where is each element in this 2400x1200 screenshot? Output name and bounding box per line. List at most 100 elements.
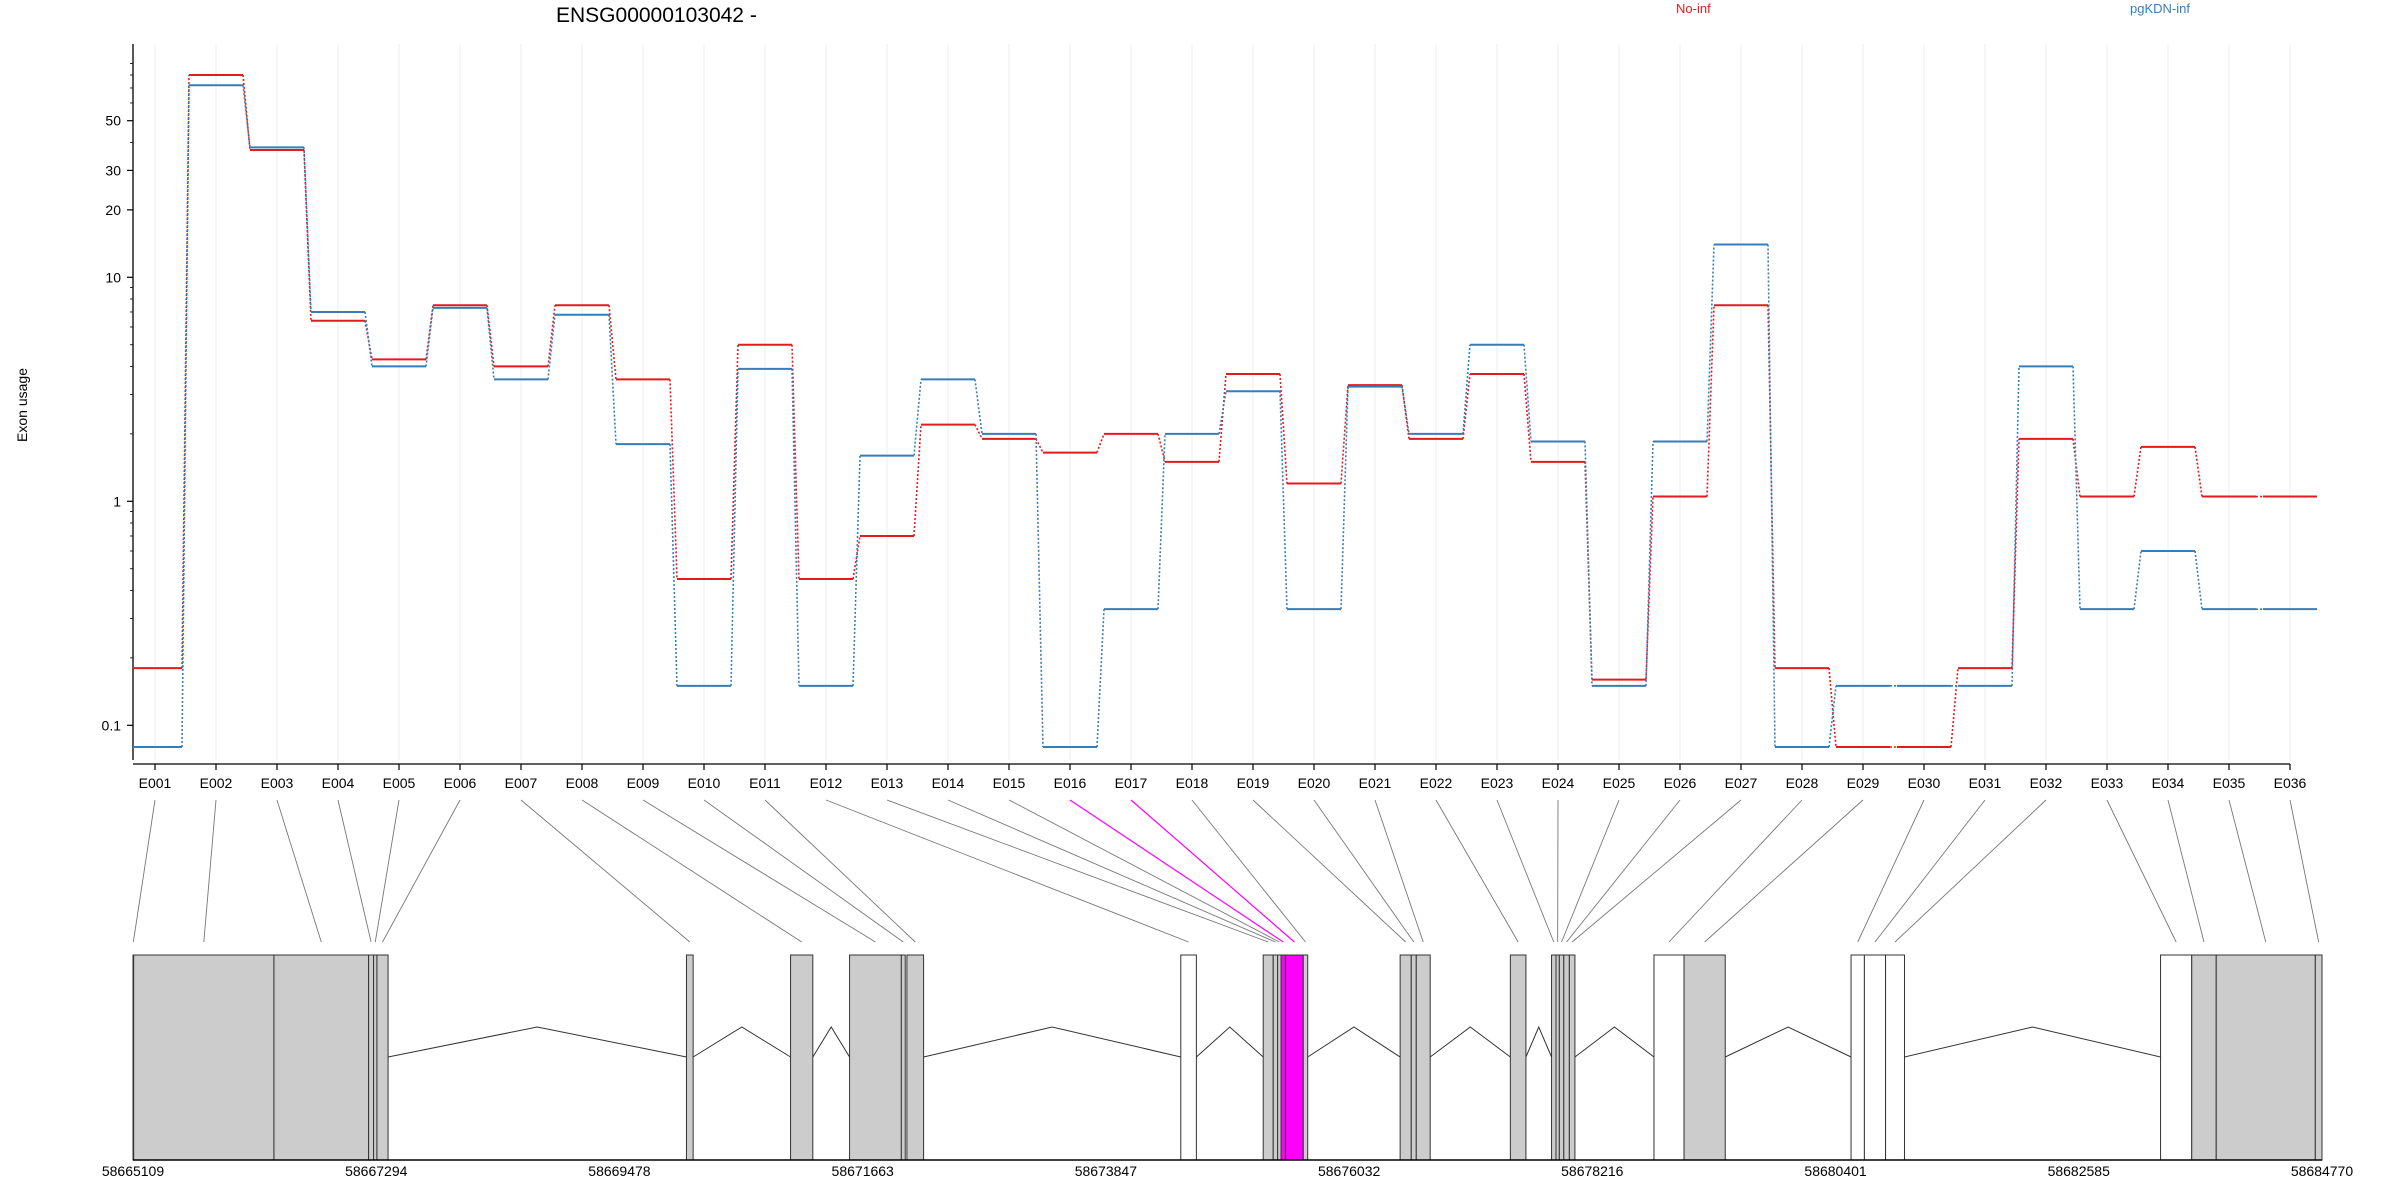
exon-box xyxy=(133,954,275,1161)
x-tick-label: E010 xyxy=(688,775,721,791)
series-transition xyxy=(1706,244,1715,442)
intron-line xyxy=(1429,1026,1511,1058)
coordinate-label: 58669478 xyxy=(588,1163,651,1179)
series-transition xyxy=(730,368,739,686)
exon-box xyxy=(1563,954,1570,1161)
series-transition xyxy=(913,379,922,456)
exon-box xyxy=(1272,954,1279,1161)
x-tick-label: E006 xyxy=(444,775,477,791)
series-transition xyxy=(974,379,983,434)
x-tick-label: E032 xyxy=(2030,775,2063,791)
intron-line xyxy=(692,1026,791,1058)
legend-entry-pgkdn-inf: pgKDN-inf xyxy=(2130,1,2190,16)
series-transition xyxy=(547,305,556,367)
exon-connector xyxy=(1561,799,1620,943)
exon-connector xyxy=(337,799,372,943)
series-transition xyxy=(2072,366,2081,610)
exon-box xyxy=(1509,954,1527,1161)
coordinate-label: 58680401 xyxy=(1804,1163,1867,1179)
x-tick-label: E013 xyxy=(871,775,904,791)
intron-line xyxy=(1525,1025,1553,1058)
series-transition xyxy=(425,307,434,367)
x-tick-label: E021 xyxy=(1359,775,1392,791)
exon-connector xyxy=(764,799,916,943)
intron-line xyxy=(1196,1026,1264,1058)
exon-box xyxy=(2191,954,2217,1161)
genomic-coordinate-axis: 58665109 58667294 58669478 58671663 58673847… xyxy=(102,1159,2354,1179)
series-transition xyxy=(547,314,556,380)
exon-connector xyxy=(132,799,156,943)
series-transition xyxy=(913,424,922,537)
exon-connector xyxy=(1374,799,1424,943)
series-transition xyxy=(242,85,251,148)
x-tick-label: E017 xyxy=(1115,775,1148,791)
series-transition xyxy=(974,424,983,440)
exon-connector xyxy=(1008,799,1280,943)
exon-box xyxy=(1280,954,1286,1161)
exon-connector xyxy=(382,799,461,943)
exon-connector xyxy=(642,799,876,943)
y-tick-label: 50 xyxy=(105,113,121,129)
series-transition xyxy=(1035,438,1044,453)
x-tick-label: E027 xyxy=(1725,775,1758,791)
x-tick-label: E009 xyxy=(627,775,660,791)
exon-box xyxy=(1653,954,1685,1161)
exon-box xyxy=(2160,954,2193,1161)
series-transition xyxy=(1218,373,1227,462)
x-tick-label: E025 xyxy=(1603,775,1636,791)
series-transition xyxy=(1828,668,1837,748)
exon-box xyxy=(1180,954,1197,1161)
y-tick-label: 1 xyxy=(113,493,121,509)
series-transition xyxy=(2133,550,2142,610)
x-tick-label: E008 xyxy=(566,775,599,791)
coordinate-label: 58671663 xyxy=(832,1163,895,1179)
series-transition xyxy=(242,74,251,151)
series-transition xyxy=(1950,668,1959,748)
series-transition xyxy=(1340,385,1349,484)
exon-box xyxy=(1262,954,1274,1161)
exon-box xyxy=(900,954,906,1161)
series-transition xyxy=(791,368,800,686)
x-tick-label: E018 xyxy=(1176,775,1209,791)
y-tick-label: 10 xyxy=(105,269,121,285)
coordinate-label: 58667294 xyxy=(345,1163,408,1179)
series-transition xyxy=(2011,366,2020,686)
x-tick-label: E026 xyxy=(1664,775,1697,791)
exon-connector xyxy=(203,799,217,943)
x-tick-label: E014 xyxy=(932,775,965,791)
legend-entry-no-inf: No-inf xyxy=(1676,1,1711,16)
exon-connector xyxy=(1069,799,1284,943)
intron-line xyxy=(1307,1026,1401,1058)
series-transition xyxy=(181,74,190,669)
exon-connector xyxy=(1252,799,1407,943)
exon-connector xyxy=(1668,799,1803,943)
series-lines xyxy=(133,73,2317,749)
exon-connector xyxy=(1571,799,1742,943)
coordinate-label: 58682585 xyxy=(2048,1163,2111,1179)
exon-connector xyxy=(374,799,400,943)
x-tick-label: E036 xyxy=(2274,775,2307,791)
series-transition xyxy=(1462,344,1471,434)
y-tick-label: 20 xyxy=(105,202,121,218)
series-transition xyxy=(730,344,739,579)
exon-box xyxy=(1863,954,1887,1161)
exon-box xyxy=(849,954,902,1161)
coordinate-label: 58665109 xyxy=(102,1163,165,1179)
exon-connector-lines xyxy=(132,799,2320,943)
exon-box xyxy=(1568,954,1576,1161)
exon-box xyxy=(1277,954,1282,1161)
exon-connector xyxy=(886,799,1269,943)
series-transition xyxy=(1218,391,1227,434)
axes: 0.1 1 10 20 30 50 E001 E002 E003 E004 E005 E006 E007… xyxy=(102,44,2307,791)
series-transition xyxy=(303,147,312,313)
exon-box xyxy=(368,954,375,1161)
coordinate-label: 58684770 xyxy=(2291,1163,2354,1179)
exon-connector xyxy=(1435,799,1519,943)
series-transition xyxy=(1584,441,1593,686)
x-tick-label: E023 xyxy=(1481,775,1514,791)
x-tick-label: E022 xyxy=(1420,775,1453,791)
grid-lines xyxy=(154,44,2291,760)
x-tick-label: E019 xyxy=(1237,775,1270,791)
intron-line xyxy=(923,1026,1181,1058)
